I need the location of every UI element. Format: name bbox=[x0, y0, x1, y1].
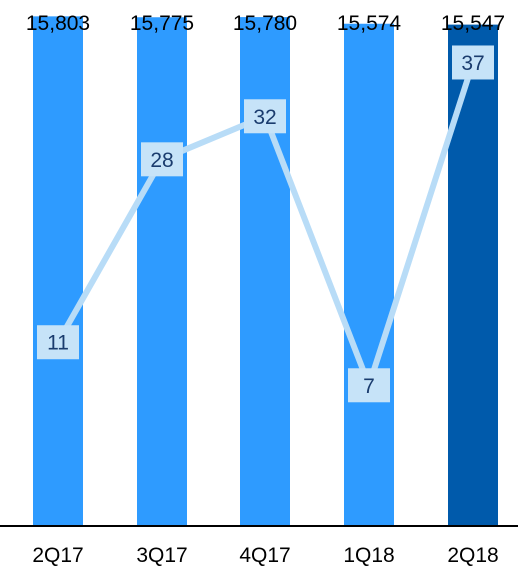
point-value-label-2q17: 11 bbox=[47, 332, 69, 355]
x-tick-label-3q17: 3Q17 bbox=[136, 544, 187, 567]
point-value-label-3q17: 28 bbox=[150, 149, 173, 172]
bar-3q17 bbox=[137, 17, 187, 526]
bar-value-label-3q17: 15,775 bbox=[130, 12, 194, 35]
bar-4q17 bbox=[240, 17, 290, 526]
point-marker-3q17 bbox=[141, 142, 183, 177]
bar-1q18 bbox=[344, 23, 394, 527]
point-marker-1q18 bbox=[348, 368, 390, 403]
bar-2q18 bbox=[448, 24, 498, 526]
x-tick-label-2q17: 2Q17 bbox=[32, 544, 83, 567]
bar-value-label-4q17: 15,780 bbox=[233, 12, 297, 35]
bar-2q17 bbox=[33, 16, 83, 527]
point-marker-2q18 bbox=[452, 45, 494, 80]
x-tick-label-4q17: 4Q17 bbox=[239, 544, 290, 567]
bar-labels-layer: 15,803 15,775 15,780 15,574 15,547 bbox=[26, 12, 505, 35]
point-marker-4q17 bbox=[244, 99, 286, 134]
point-value-label-2q18: 37 bbox=[461, 52, 484, 75]
point-marker-2q17 bbox=[37, 325, 79, 360]
bar-value-label-2q18: 15,547 bbox=[441, 12, 505, 35]
x-tick-label-2q18: 2Q18 bbox=[447, 544, 498, 567]
points-layer: 11 28 32 7 37 bbox=[37, 45, 494, 403]
bar-value-label-2q17: 15,803 bbox=[26, 12, 90, 35]
bar-value-label-1q18: 15,574 bbox=[337, 12, 402, 35]
point-value-label-1q18: 7 bbox=[363, 375, 375, 398]
point-value-label-4q17: 32 bbox=[253, 106, 276, 129]
bars-layer bbox=[33, 16, 498, 527]
x-tick-label-1q18: 1Q18 bbox=[343, 544, 394, 567]
x-tick-labels: 2Q17 3Q17 4Q17 1Q18 2Q18 bbox=[32, 544, 498, 567]
